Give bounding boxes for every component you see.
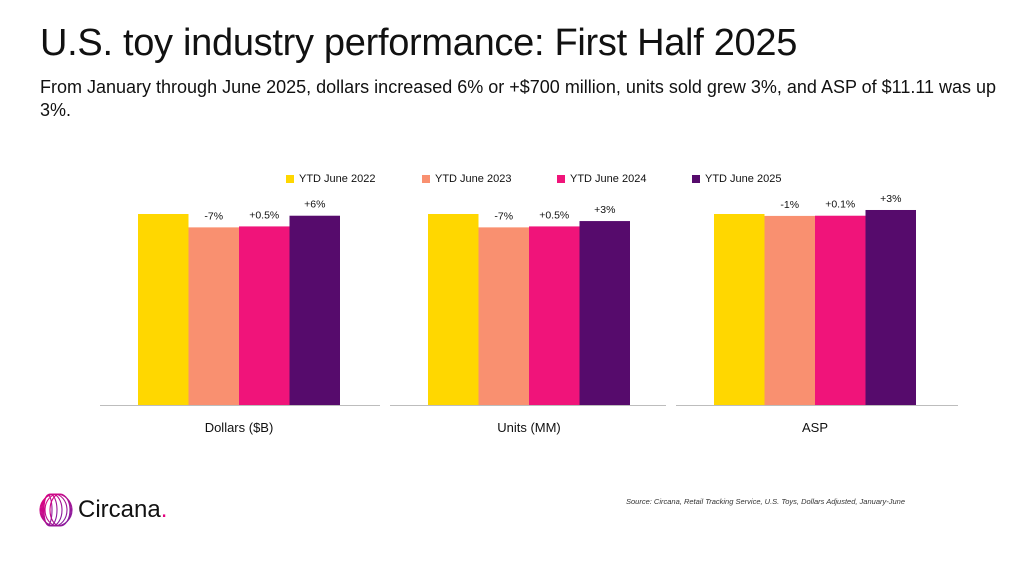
- page-subtitle: From January through June 2025, dollars …: [40, 77, 997, 120]
- legend-item-2023: YTD June 2023: [422, 173, 511, 185]
- category-label-0: Dollars ($B): [205, 420, 274, 435]
- source-note: Source: Circana, Retail Tracking Service…: [626, 497, 906, 506]
- bar-g0-s0: [138, 214, 189, 405]
- bar-g2-s0: [714, 214, 765, 405]
- legend-item-2024: YTD June 2024: [557, 173, 646, 185]
- data-label-g0-s3: +6%: [304, 199, 325, 211]
- legend-item-2022: YTD June 2022: [286, 173, 375, 185]
- bar-g2-s2: [815, 215, 866, 405]
- bar-g1-s1: [478, 227, 529, 405]
- bar-g1-s0: [428, 214, 479, 405]
- bar-g0-s1: [188, 227, 239, 405]
- bar-g2-s3: [865, 209, 916, 405]
- bar-g1-s3: [579, 221, 630, 405]
- legend-item-2025: YTD June 2025: [692, 173, 781, 185]
- data-label-g0-s2: +0.5%: [249, 209, 279, 221]
- data-label-g0-s1: -7%: [204, 210, 223, 222]
- data-label-g1-s2: +0.5%: [539, 209, 569, 221]
- legend-label-2022: YTD June 2022: [299, 173, 376, 185]
- bar-g1-s2: [529, 226, 580, 405]
- category-label-2: ASP: [802, 420, 828, 435]
- category-label-1: Units (MM): [497, 420, 561, 435]
- legend-swatch-2022: [286, 175, 294, 183]
- data-label-g2-s1: -1%: [780, 199, 799, 211]
- data-label-g1-s1: -7%: [494, 210, 513, 222]
- data-label-g1-s3: +3%: [594, 204, 615, 216]
- chart-legend: YTD June 2022 YTD June 2023 YTD June 202…: [0, 173, 1024, 189]
- legend-swatch-2024: [557, 175, 565, 183]
- page-title: U.S. toy industry performance: First Hal…: [40, 22, 798, 64]
- legend-swatch-2023: [422, 175, 430, 183]
- circana-logo: Circana.: [38, 492, 167, 528]
- data-label-g2-s3: +3%: [880, 193, 901, 205]
- bar-g0-s2: [239, 226, 290, 405]
- circana-logo-icon: [39, 493, 73, 527]
- data-label-g2-s2: +0.1%: [825, 199, 855, 211]
- circana-logo-text: Circana.: [78, 496, 168, 523]
- bar-g0-s3: [289, 215, 340, 405]
- bar-g2-s1: [764, 215, 815, 405]
- legend-swatch-2025: [692, 175, 700, 183]
- legend-label-2023: YTD June 2023: [435, 173, 512, 185]
- legend-label-2024: YTD June 2024: [570, 173, 647, 185]
- legend-label-2025: YTD June 2025: [705, 173, 782, 185]
